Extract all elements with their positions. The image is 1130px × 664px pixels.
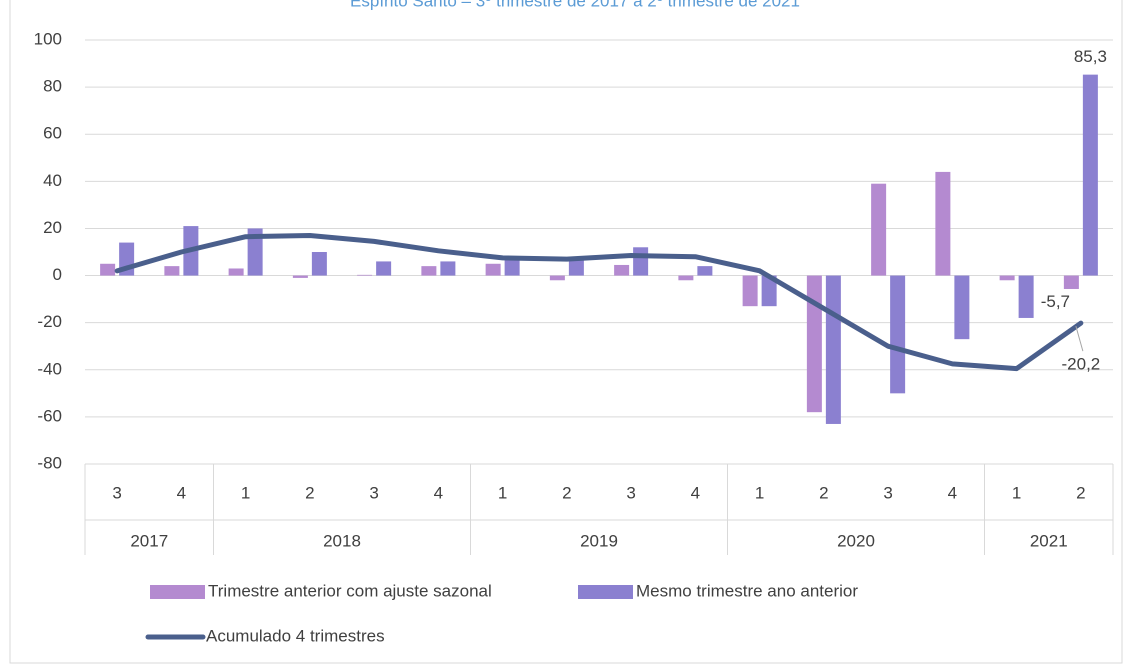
- legend-label: Trimestre anterior com ajuste sazonal: [208, 581, 492, 600]
- y-tick-label: 60: [43, 124, 62, 143]
- x-tick-label: 1: [241, 483, 250, 502]
- y-tick-label: -60: [37, 406, 62, 425]
- x-tick-label: 1: [1012, 483, 1021, 502]
- bar: [549, 275, 565, 281]
- group-label: 2017: [130, 531, 168, 550]
- line: [114, 233, 1084, 372]
- bar: [440, 261, 456, 276]
- x-tick-label: 3: [112, 483, 121, 502]
- x-tick-label: 1: [498, 483, 507, 502]
- bar: [825, 275, 841, 424]
- group-label: 2018: [323, 531, 361, 550]
- y-tick-label: 40: [43, 171, 62, 190]
- y-tick-label: -40: [37, 359, 62, 378]
- bar: [1018, 275, 1034, 318]
- bar: [697, 266, 713, 276]
- bar: [806, 275, 822, 413]
- bar: [292, 275, 308, 278]
- bar: [164, 266, 180, 276]
- bar: [761, 275, 777, 307]
- bar: [357, 274, 373, 276]
- bar: [1082, 74, 1098, 276]
- y-tick-label: 20: [43, 218, 62, 237]
- x-tick-label: 2: [819, 483, 828, 502]
- bar: [999, 275, 1015, 281]
- y-tick-label: -20: [37, 312, 62, 331]
- y-tick-label: 100: [34, 29, 62, 48]
- x-tick-label: 3: [369, 483, 378, 502]
- bar: [890, 275, 906, 394]
- bar: [742, 275, 758, 307]
- chart-title: Espírito Santo – 3º trimestre de 2017 a …: [350, 0, 800, 10]
- bar: [228, 268, 244, 276]
- data-label: -20,2: [1062, 355, 1101, 374]
- legend-label: Acumulado 4 trimestres: [206, 626, 385, 645]
- bar: [633, 247, 649, 276]
- bar: [421, 266, 437, 276]
- group-label: 2021: [1030, 531, 1068, 550]
- bar: [485, 263, 501, 276]
- bar: [1063, 275, 1079, 289]
- x-tick-label: 4: [948, 483, 957, 502]
- bar: [678, 275, 694, 281]
- group-label: 2020: [837, 531, 875, 550]
- y-tick-label: 0: [53, 265, 62, 284]
- x-tick-label: 4: [691, 483, 700, 502]
- chart-frame: [9, 0, 1123, 664]
- leader-line: [1075, 326, 1084, 352]
- group-label: 2019: [580, 531, 618, 550]
- bar: [568, 259, 584, 276]
- x-tick-label: 3: [883, 483, 892, 502]
- data-label: 85,3: [1074, 47, 1107, 66]
- x-tick-label: 3: [626, 483, 635, 502]
- bar: [247, 228, 263, 276]
- x-tick-label: 4: [434, 483, 443, 502]
- x-tick-label: 2: [1076, 483, 1085, 502]
- bar: [311, 252, 327, 276]
- y-tick-label: 80: [43, 77, 62, 96]
- x-tick-label: 1: [755, 483, 764, 502]
- bar: [954, 275, 970, 340]
- x-tick-label: 4: [177, 483, 186, 502]
- legend-swatch: [150, 585, 205, 599]
- bar: [935, 171, 951, 276]
- x-tick-label: 2: [562, 483, 571, 502]
- bar: [871, 183, 887, 276]
- y-tick-label: -80: [37, 453, 62, 472]
- legend-swatch: [578, 585, 633, 599]
- data-label: -5,7: [1041, 292, 1070, 311]
- x-tick-label: 2: [305, 483, 314, 502]
- bar: [100, 263, 116, 276]
- bar: [376, 261, 392, 276]
- bar: [504, 259, 520, 276]
- bar: [614, 264, 630, 276]
- legend-label: Mesmo trimestre ano anterior: [636, 581, 858, 600]
